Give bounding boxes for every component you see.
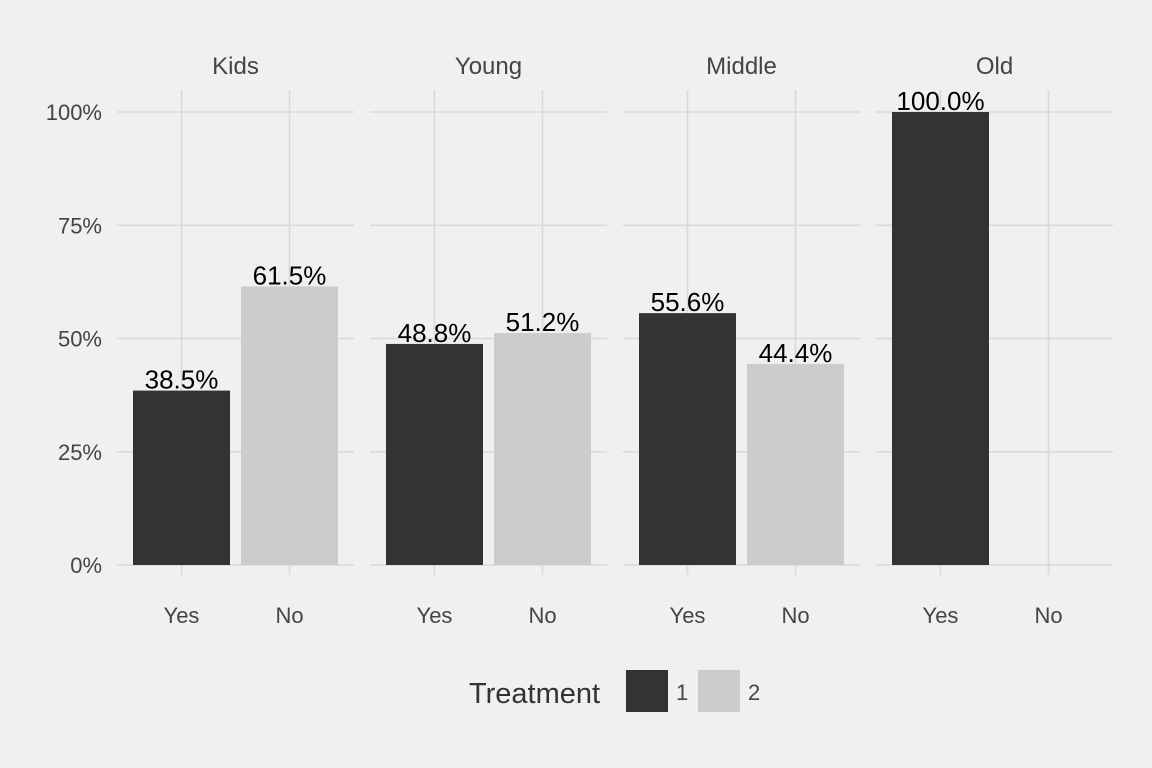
y-tick-label: 25%	[58, 440, 102, 465]
x-tick-label: No	[528, 603, 556, 628]
facet-title: Old	[976, 53, 1013, 80]
facet-title: Middle	[706, 53, 777, 80]
x-tick-label: No	[275, 603, 303, 628]
legend-label-2: 2	[748, 680, 760, 705]
facet-panel-kids: Kids 38.5% Yes 61.5% No	[133, 53, 338, 628]
facets-layer: Kids38.5%Yes61.5%NoYoung48.8%Yes51.2%NoM…	[133, 53, 1063, 628]
legend-swatch-1	[626, 670, 668, 712]
bar-kids-yes	[133, 390, 230, 565]
x-tick-label: No	[1034, 603, 1062, 628]
legend-title: Treatment	[469, 678, 600, 710]
x-tick-label: Yes	[164, 603, 200, 628]
y-axis: 0% 25% 50% 75% 100%	[46, 100, 102, 578]
data-label: 55.6%	[651, 287, 725, 317]
data-label: 44.4%	[759, 338, 833, 368]
data-label: 51.2%	[506, 307, 580, 337]
facet-title: Kids	[212, 53, 259, 80]
facet-panel-middle: Middle 55.6% Yes 44.4% No	[639, 53, 844, 628]
x-tick-label: Yes	[923, 603, 959, 628]
data-label: 38.5%	[145, 365, 219, 395]
x-tick-label: No	[781, 603, 809, 628]
y-tick-label: 75%	[58, 213, 102, 238]
data-label: 100.0%	[896, 86, 984, 116]
x-tick-label: Yes	[417, 603, 453, 628]
y-tick-label: 50%	[58, 327, 102, 352]
facet-title: Young	[455, 53, 522, 80]
legend-label-1: 1	[676, 680, 688, 705]
bar-middle-yes	[639, 313, 736, 565]
bar-young-no	[494, 333, 591, 565]
y-tick-label: 0%	[70, 553, 102, 578]
legend-swatch-2	[698, 670, 740, 712]
bar-kids-no	[241, 286, 338, 565]
facet-panel-young: Young 48.8% Yes 51.2% No	[386, 53, 591, 628]
facet-panel-old: Old 100.0% Yes No	[892, 53, 1063, 628]
bar-old-yes	[892, 112, 989, 565]
x-tick-label: Yes	[670, 603, 706, 628]
data-label: 61.5%	[253, 260, 327, 290]
y-tick-label: 100%	[46, 100, 102, 125]
legend: Treatment 1 2	[469, 670, 760, 712]
bar-young-yes	[386, 343, 483, 565]
bar-middle-no	[747, 363, 844, 565]
data-label: 48.8%	[398, 318, 472, 348]
